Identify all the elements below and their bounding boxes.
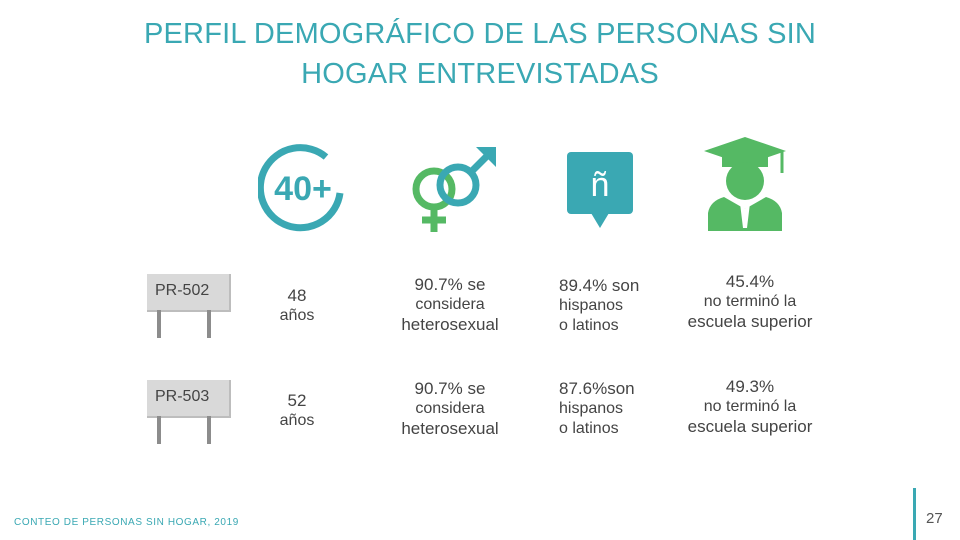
sign-post-right: [207, 310, 211, 338]
sign-board: [147, 274, 231, 312]
hetero-line-2: considera: [415, 296, 485, 313]
education-cell: 49.3% no terminó la escuela superior: [664, 377, 836, 437]
language-icon-text: ñ: [591, 166, 610, 204]
sign-post-right: [207, 416, 211, 444]
age-value: 48: [287, 286, 307, 305]
hispanic-cell: 87.6%son hispanos o latinos: [559, 379, 669, 439]
gender-symbols-icon: [412, 147, 496, 232]
education-pct: 49.3%: [725, 377, 775, 396]
education-line-3: escuela superior: [687, 417, 813, 436]
education-line-2: no terminó la: [703, 293, 797, 310]
hetero-pct: 90.7% se: [414, 379, 486, 398]
hetero-line-2: considera: [415, 400, 485, 417]
sign-label: PR-502: [155, 282, 210, 299]
education-cell: 45.4% no terminó la escuela superior: [664, 272, 836, 332]
hispanic-line-2: hispanos: [559, 400, 624, 417]
hetero-line-3: heterosexual: [401, 419, 499, 438]
age-cell: 48 años: [262, 286, 332, 326]
hispanic-line-3: o latinos: [559, 317, 619, 334]
age-40-plus-icon: 40+: [258, 144, 344, 232]
speech-bubble-n-icon: ñ: [567, 152, 633, 228]
graduate-icon: [704, 137, 786, 231]
hetero-pct: 90.7% se: [414, 275, 486, 294]
hispanic-line-3: o latinos: [559, 420, 619, 437]
hispanic-line-1: 87.6%son: [559, 379, 635, 398]
hispanic-line-1: 89.4% son: [559, 276, 640, 295]
sign-pr-502: PR-502: [147, 274, 237, 344]
sign-post-left: [157, 310, 161, 338]
age-value: 52: [287, 391, 307, 410]
hispanic-line-2: hispanos: [559, 297, 624, 314]
age-unit: años: [279, 307, 315, 324]
sign-pr-503: PR-503: [147, 380, 237, 450]
sign-board: [147, 380, 231, 418]
education-line-2: no terminó la: [703, 398, 797, 415]
hetero-cell: 90.7% se considera heterosexual: [375, 275, 525, 335]
age-unit: años: [279, 412, 315, 429]
page-number: 27: [926, 510, 943, 527]
sign-post-left: [157, 416, 161, 444]
education-pct: 45.4%: [725, 272, 775, 291]
page-title: PERFIL DEMOGRÁFICO DE LAS PERSONAS SIN H…: [80, 14, 880, 94]
hispanic-cell: 89.4% son hispanos o latinos: [559, 276, 669, 336]
title-line-2: HOGAR ENTREVISTADAS: [301, 58, 659, 90]
hetero-cell: 90.7% se considera heterosexual: [375, 379, 525, 439]
title-line-1: PERFIL DEMOGRÁFICO DE LAS PERSONAS SIN: [143, 18, 817, 50]
hetero-line-3: heterosexual: [401, 315, 499, 334]
footer-divider: [913, 488, 916, 540]
education-line-3: escuela superior: [687, 312, 813, 331]
age-icon-text: 40+: [274, 170, 332, 208]
footer-source: CONTEO DE PERSONAS SIN HOGAR, 2019: [14, 517, 239, 528]
sign-label: PR-503: [155, 388, 210, 405]
age-cell: 52 años: [262, 391, 332, 431]
